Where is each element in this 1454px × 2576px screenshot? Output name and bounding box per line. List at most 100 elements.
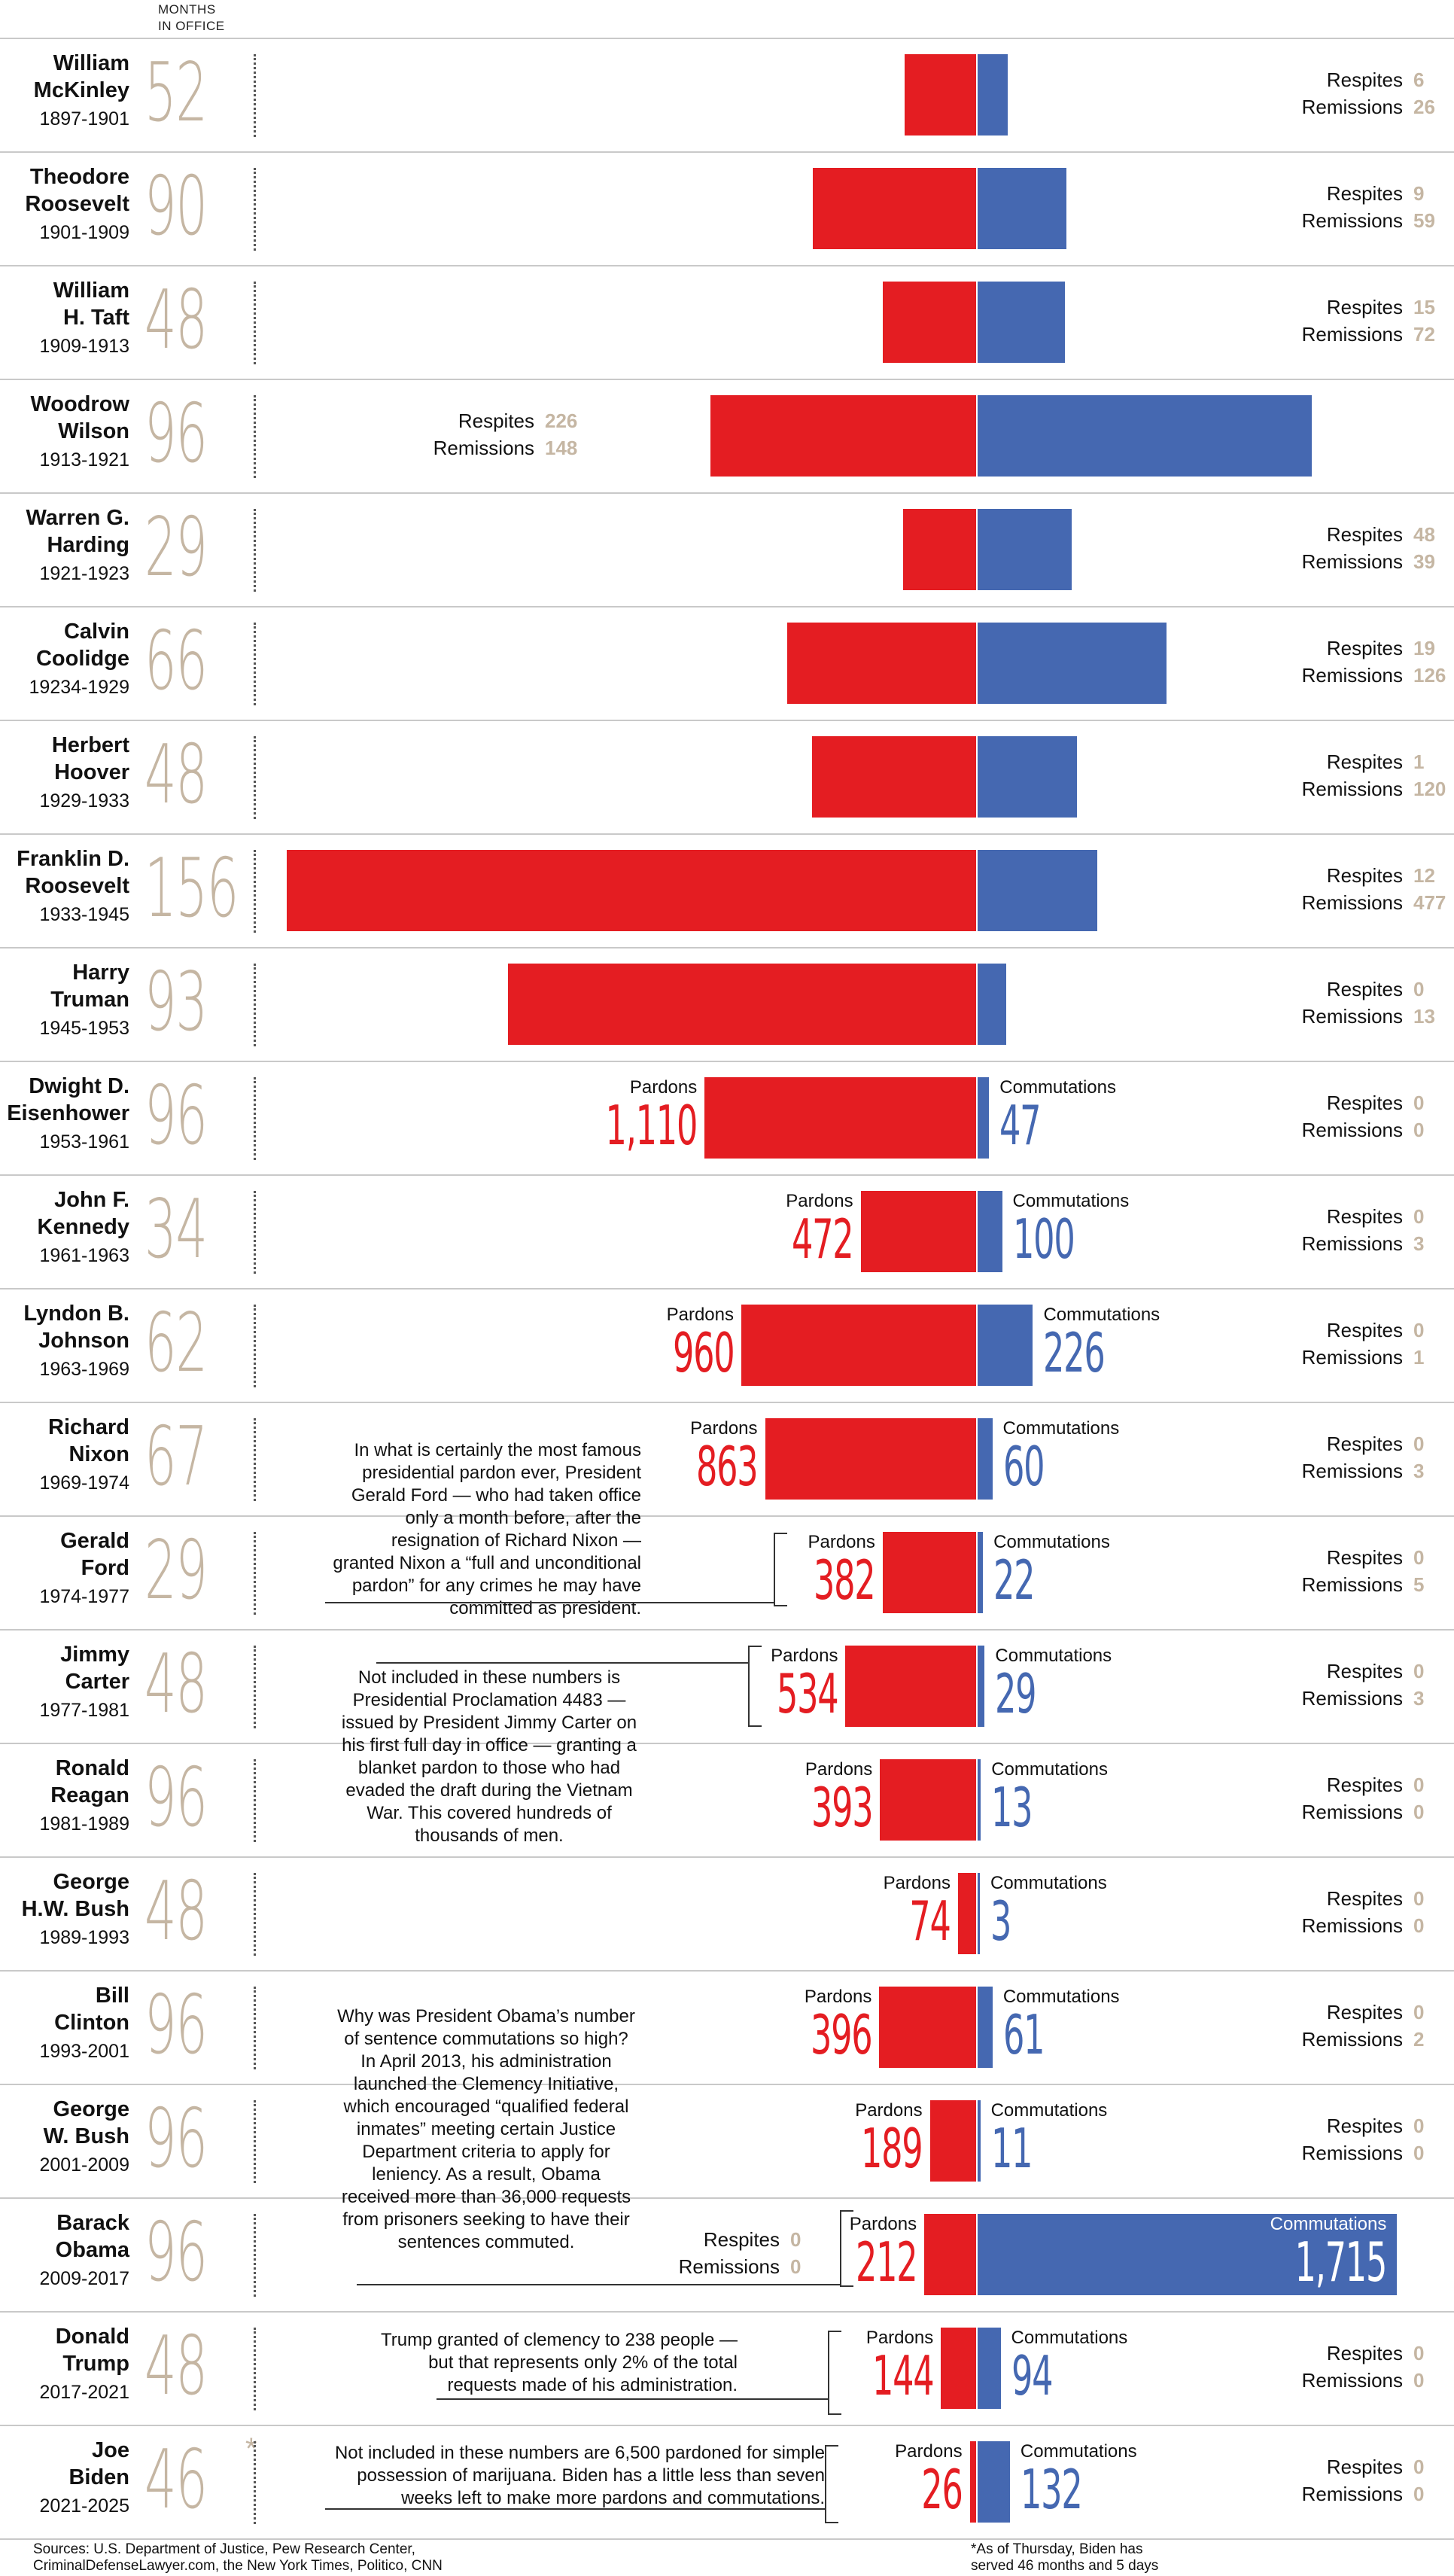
pardons-value: 960 bbox=[672, 1321, 735, 1384]
leader-trump bbox=[437, 2398, 828, 2400]
president-row: John F. Kennedy 1961-1963 34 Pardons 472 Comm… bbox=[0, 1174, 1454, 1288]
months-in-office: 34 bbox=[144, 1183, 208, 1277]
commutations-value: 22 bbox=[993, 1548, 1036, 1612]
pardons-value: 396 bbox=[810, 2003, 873, 2066]
respites-label: Respites bbox=[1326, 1092, 1403, 1114]
dotted-divider bbox=[254, 2328, 256, 2410]
row-divider bbox=[0, 720, 1454, 721]
pardons-label: Pardons bbox=[629, 1077, 698, 1098]
term-years: 2001-2009 bbox=[39, 2154, 129, 2176]
respites-value: 19 bbox=[1413, 637, 1435, 659]
pardons-bar bbox=[508, 964, 976, 1045]
president-name: Bill Clinton bbox=[54, 1984, 129, 2035]
remissions-value: 120 bbox=[1413, 778, 1446, 800]
commutations-value: 3 bbox=[990, 1889, 1011, 1953]
commutations-value: 100 bbox=[1012, 1207, 1075, 1271]
pardons-value: 74 bbox=[909, 1889, 952, 1953]
term-years: 1933-1945 bbox=[39, 904, 129, 925]
remissions-label: Remissions bbox=[1301, 2483, 1403, 2505]
row-divider bbox=[0, 151, 1454, 153]
remissions-value: 0 bbox=[1413, 1119, 1425, 1141]
leader-obama bbox=[357, 2284, 840, 2285]
commutations-bar bbox=[978, 1418, 993, 1500]
president-row: Herbert Hoover 1929-1933 48 Respites Remissi… bbox=[0, 720, 1454, 833]
remissions-value: 0 bbox=[790, 2255, 802, 2278]
president-row: George H.W. Bush 1989-1993 48 Pardons 74 Comm… bbox=[0, 1856, 1454, 1970]
note-carter: Not included in these numbers is Preside… bbox=[341, 1667, 637, 1846]
remissions-value: 0 bbox=[1413, 1914, 1425, 1937]
dotted-divider bbox=[254, 1191, 256, 1274]
remissions-label: Remissions bbox=[1301, 1914, 1403, 1937]
months-in-office: 96 bbox=[144, 387, 208, 481]
term-years: 1897-1901 bbox=[39, 108, 129, 129]
commutations-bar bbox=[978, 1646, 985, 1727]
pardons-label: Pardons bbox=[666, 1305, 734, 1325]
respites-value: 0 bbox=[1413, 1887, 1425, 1910]
pardons-label: Pardons bbox=[855, 2100, 923, 2121]
president-name: William H. Taft bbox=[53, 279, 129, 330]
commutations-label: Commutations bbox=[993, 1532, 1110, 1552]
president-name: Theodore Roosevelt bbox=[25, 165, 129, 216]
commutations-bar bbox=[978, 282, 1066, 363]
president-name: William McKinley bbox=[33, 51, 129, 102]
commutations-label: Commutations bbox=[1011, 2328, 1128, 2348]
remissions-value: 2 bbox=[1413, 2028, 1425, 2051]
term-years: 1977-1981 bbox=[39, 1700, 129, 1721]
remissions-label: Remissions bbox=[1301, 209, 1403, 232]
asterisk-footnote: *As of Thursday, Biden has served 46 mon… bbox=[971, 2541, 1159, 2574]
respites-value: 226 bbox=[545, 410, 578, 432]
remissions-value: 5 bbox=[1413, 1573, 1425, 1596]
president-name: Joe Biden bbox=[68, 2438, 129, 2489]
commutations-label: Commutations bbox=[1002, 1418, 1120, 1439]
pardons-label: Pardons bbox=[883, 1873, 951, 1893]
respites-value: 0 bbox=[1413, 1433, 1425, 1455]
row-divider bbox=[0, 833, 1454, 835]
president-name: Lyndon B. Johnson bbox=[23, 1302, 129, 1353]
respites-value: 15 bbox=[1413, 296, 1435, 318]
pardons-value: 26 bbox=[921, 2458, 963, 2521]
pardons-value: 1,110 bbox=[605, 1094, 698, 1157]
respites-value: 0 bbox=[1413, 2342, 1425, 2364]
row-divider bbox=[0, 265, 1454, 266]
commutations-value: 132 bbox=[1020, 2458, 1083, 2521]
respites-value: 0 bbox=[790, 2228, 802, 2251]
term-years: 2021-2025 bbox=[39, 2495, 129, 2517]
commutations-label: Commutations bbox=[1270, 2214, 1387, 2234]
months-in-office: 29 bbox=[144, 1524, 208, 1618]
term-years: 2009-2017 bbox=[39, 2268, 129, 2289]
president-name: Donald Trump bbox=[55, 2325, 129, 2376]
months-in-office: 48 bbox=[144, 1637, 208, 1731]
row-divider bbox=[0, 1174, 1454, 1176]
commutations-bar bbox=[978, 54, 1008, 135]
pardons-bar bbox=[812, 168, 976, 249]
pardons-label: Pardons bbox=[786, 1191, 853, 1211]
respites-label: Respites bbox=[458, 410, 534, 432]
respites-value: 6 bbox=[1413, 69, 1425, 91]
row-divider bbox=[0, 2425, 1454, 2426]
row-divider bbox=[0, 2197, 1454, 2199]
dotted-divider bbox=[254, 282, 256, 364]
remissions-value: 59 bbox=[1413, 209, 1435, 232]
pardons-bar bbox=[882, 1532, 976, 1613]
commutations-bar bbox=[978, 168, 1066, 249]
dotted-divider bbox=[254, 1418, 256, 1501]
note-biden: Not included in these numbers are 6,500 … bbox=[334, 2443, 825, 2508]
respites-label: Respites bbox=[1326, 296, 1403, 318]
commutations-label: Commutations bbox=[990, 1873, 1107, 1893]
remissions-label: Remissions bbox=[1301, 550, 1403, 573]
commutations-label: Commutations bbox=[1002, 1987, 1120, 2007]
president-row: Woodrow Wilson 1913-1921 96 Respites Remissi… bbox=[0, 379, 1454, 492]
months-in-office: 96 bbox=[144, 2092, 208, 2186]
respites-value: 12 bbox=[1413, 864, 1435, 887]
remissions-label: Remissions bbox=[1301, 891, 1403, 914]
respites-value: 0 bbox=[1413, 1319, 1425, 1341]
remissions-value: 72 bbox=[1413, 323, 1435, 346]
president-row: George W. Bush 2001-2009 96 Pardons 189 Commu… bbox=[0, 2084, 1454, 2197]
commutations-value: 94 bbox=[1011, 2344, 1054, 2407]
remissions-label: Remissions bbox=[1301, 323, 1403, 346]
leader-carter bbox=[376, 1662, 748, 1664]
months-in-office: 90 bbox=[144, 160, 208, 254]
president-row: Joe Biden 2021-2025 46 * Pardons 26 Commutatio… bbox=[0, 2425, 1454, 2538]
remissions-value: 0 bbox=[1413, 2142, 1425, 2164]
